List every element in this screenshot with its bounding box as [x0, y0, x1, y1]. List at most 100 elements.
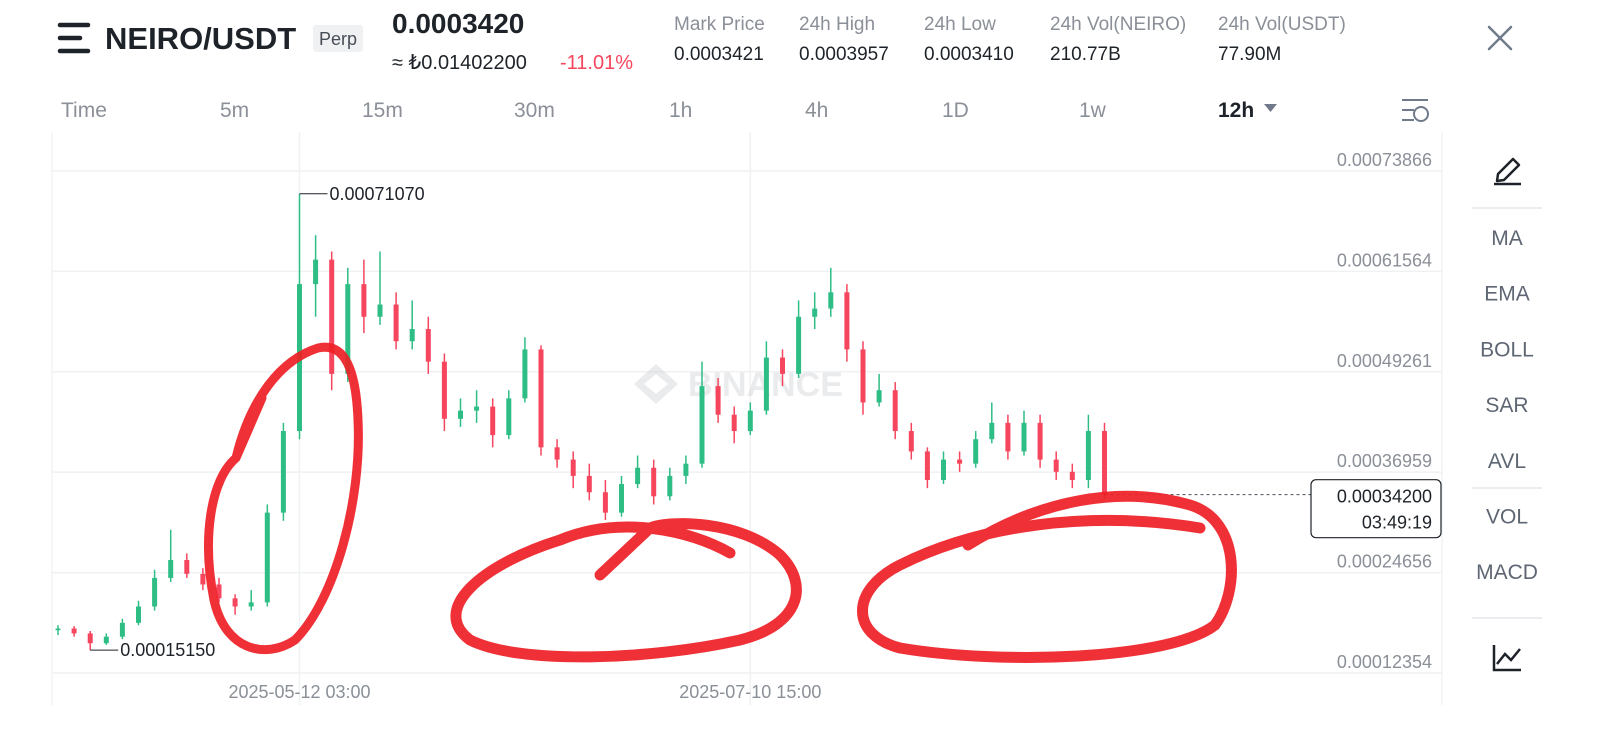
current-price-box [1310, 479, 1442, 539]
min-price-label: 0.00015150 [120, 640, 215, 660]
candle-body [651, 467, 657, 497]
timeframe-dropdown[interactable] [1264, 104, 1277, 112]
timeframe-tab[interactable]: 5m [220, 99, 249, 122]
candle-body [941, 459, 946, 480]
candle-body [973, 439, 979, 464]
indicator-button[interactable]: SAR [1485, 394, 1528, 417]
menu-icon[interactable] [57, 22, 91, 54]
candle-body [635, 467, 641, 485]
indicator-button[interactable]: BOLL [1480, 338, 1534, 361]
candle-body [425, 329, 431, 362]
stat-label: Mark Price [674, 14, 765, 35]
indicator-button[interactable]: MACD [1476, 561, 1538, 584]
draw-tool-icon[interactable] [1494, 157, 1521, 186]
candle-body [313, 259, 319, 285]
fiat-price: ≈ ₺0.01402200 [392, 52, 527, 74]
candle-body [908, 431, 914, 452]
indicator-button[interactable]: VOL [1486, 506, 1528, 529]
candle-body [329, 259, 335, 374]
candle-body [55, 628, 61, 631]
candle-body [1021, 422, 1027, 452]
x-tick-label: 2025-05-12 03:00 [228, 682, 370, 702]
candle-body [602, 492, 608, 513]
candle-body [345, 284, 351, 374]
candle-body [119, 622, 125, 637]
stat-value: 210.77B [1050, 44, 1121, 65]
y-tick-label: 0.00036959 [1337, 451, 1432, 471]
candle-body [619, 484, 624, 513]
candle-body [683, 463, 689, 476]
candle-body [264, 512, 270, 603]
symbol[interactable]: NEIRO/USDT [105, 21, 296, 56]
hand-drawn-annotations [204, 342, 1237, 663]
candle-body [924, 451, 930, 480]
y-tick-label: 0.00012354 [1337, 652, 1432, 672]
timeframe-tab[interactable]: 4h [805, 99, 828, 122]
candle-body [989, 422, 995, 440]
candle-body [248, 602, 254, 607]
candle-body [232, 598, 238, 607]
candle-body [361, 284, 367, 317]
candle-body [152, 577, 158, 607]
candle-body [458, 410, 463, 419]
candle-body [1085, 431, 1091, 480]
candle-body [409, 329, 415, 342]
timeframe-tab[interactable]: 15m [362, 99, 403, 122]
candle-body [554, 447, 560, 460]
candle-body [71, 628, 77, 634]
indicator-button[interactable]: MA [1491, 227, 1523, 250]
timeframe-tab[interactable]: Time [61, 99, 107, 122]
candle-body [586, 475, 592, 493]
stat-value: 0.0003957 [799, 44, 889, 65]
candle-body [136, 606, 141, 623]
indicator-button[interactable]: AVL [1488, 450, 1526, 473]
candle-body [667, 475, 673, 497]
candle-body [763, 357, 769, 411]
candle-body [1005, 422, 1011, 452]
chart-settings-icon[interactable] [1402, 99, 1429, 122]
stat-value: 0.0003410 [924, 44, 1014, 65]
candle-body [796, 316, 802, 374]
y-tick-label: 0.00049261 [1337, 351, 1432, 371]
candle-body [441, 361, 447, 419]
close-button[interactable] [1487, 25, 1513, 51]
watermark: BINANCE [634, 364, 843, 404]
timeframe-tab[interactable]: 12h [1218, 99, 1254, 122]
chart-type-icon[interactable] [1492, 645, 1521, 672]
candle-body [699, 386, 705, 464]
candle-body [377, 304, 383, 317]
candle-body [87, 633, 93, 644]
candle-body [1037, 422, 1043, 460]
current-price-label: 0.00034200 [1337, 487, 1432, 507]
candle-body [474, 406, 480, 411]
candle-body [812, 308, 818, 317]
candle-body [393, 304, 399, 342]
stat-label: 24h Low [924, 14, 996, 35]
candle-body [490, 406, 496, 436]
x-tick-label: 2025-07-10 15:00 [679, 682, 821, 702]
indicator-button[interactable]: EMA [1484, 283, 1530, 306]
candle-body [715, 386, 721, 415]
candle-body [892, 390, 898, 432]
timeframe-tab[interactable]: 1D [942, 99, 969, 122]
candle-body [747, 410, 753, 432]
candle-countdown: 03:49:19 [1362, 513, 1432, 533]
y-tick-label: 0.00073866 [1337, 150, 1432, 170]
timeframe-tab[interactable]: 1w [1079, 99, 1107, 122]
stat-value: 77.90M [1218, 44, 1281, 65]
timeframe-tab[interactable]: 30m [514, 99, 555, 122]
stat-label: 24h Vol(NEIRO) [1050, 14, 1186, 35]
contract-badge [313, 25, 363, 52]
candle-body [216, 584, 222, 599]
candle-body [828, 292, 834, 309]
candle-body [522, 349, 528, 399]
candle-body [1069, 471, 1075, 480]
candle-body [506, 398, 512, 436]
stat-value: 0.0003421 [674, 44, 764, 65]
candle-body [876, 390, 882, 403]
candle-body [200, 573, 206, 585]
timeframe-tab[interactable]: 1h [669, 99, 692, 122]
candle-body [538, 349, 544, 448]
candle-body [1053, 459, 1059, 472]
